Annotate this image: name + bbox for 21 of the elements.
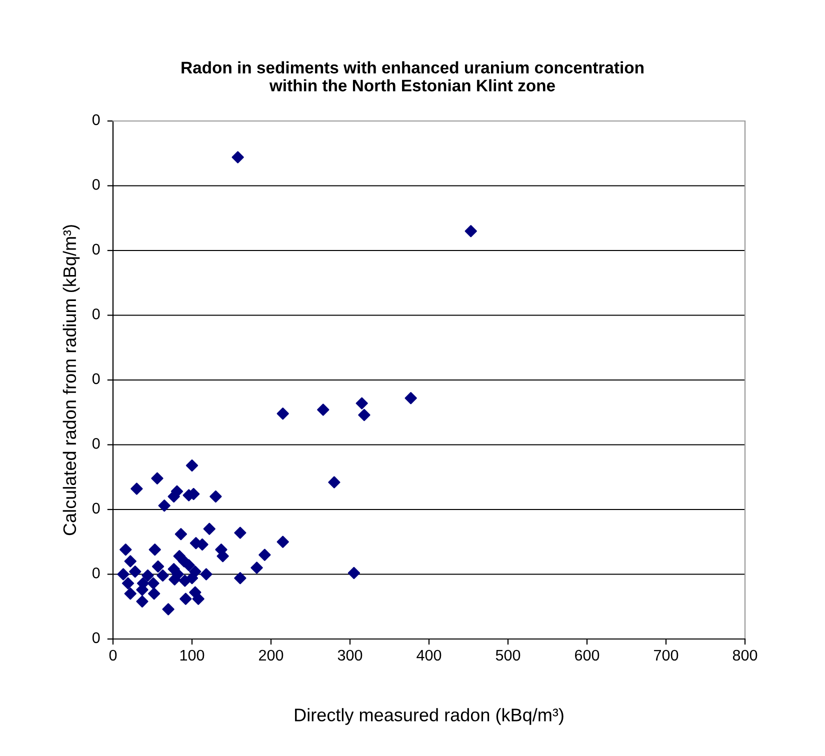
x-tick-label: 400 <box>416 650 442 661</box>
ref-line-label: 0 <box>92 632 100 644</box>
ref-line-label: 0 <box>92 244 100 255</box>
x-tick-label: 100 <box>180 650 204 661</box>
x-tick-label: 200 <box>259 650 284 661</box>
chart-title: Radon in sediments with enhanced uranium concentration within the North Estonian Klint zone <box>182 61 644 92</box>
ref-line-label: 0 <box>92 502 100 514</box>
x-tick-label: 0 <box>109 650 117 661</box>
ref-line-label: 0 <box>92 568 100 578</box>
ref-line-label: 0 <box>92 308 100 320</box>
x-tick-label: 800 <box>732 650 758 661</box>
x-axis-title: Directly measured radon (kBq/m³) <box>295 708 564 725</box>
ref-line-label: 0 <box>92 114 100 126</box>
x-tick-label: 500 <box>496 650 520 661</box>
x-tick-label: 700 <box>654 650 678 661</box>
x-tick-label: 300 <box>338 650 362 661</box>
ref-line-label: 0 <box>92 179 100 190</box>
y-axis-title: Calculated radon from radium (kBq/m³) <box>62 225 80 536</box>
ref-line-label: 0 <box>92 373 100 384</box>
ref-line-label: 0 <box>92 438 100 449</box>
x-tick-label: 600 <box>575 650 600 661</box>
